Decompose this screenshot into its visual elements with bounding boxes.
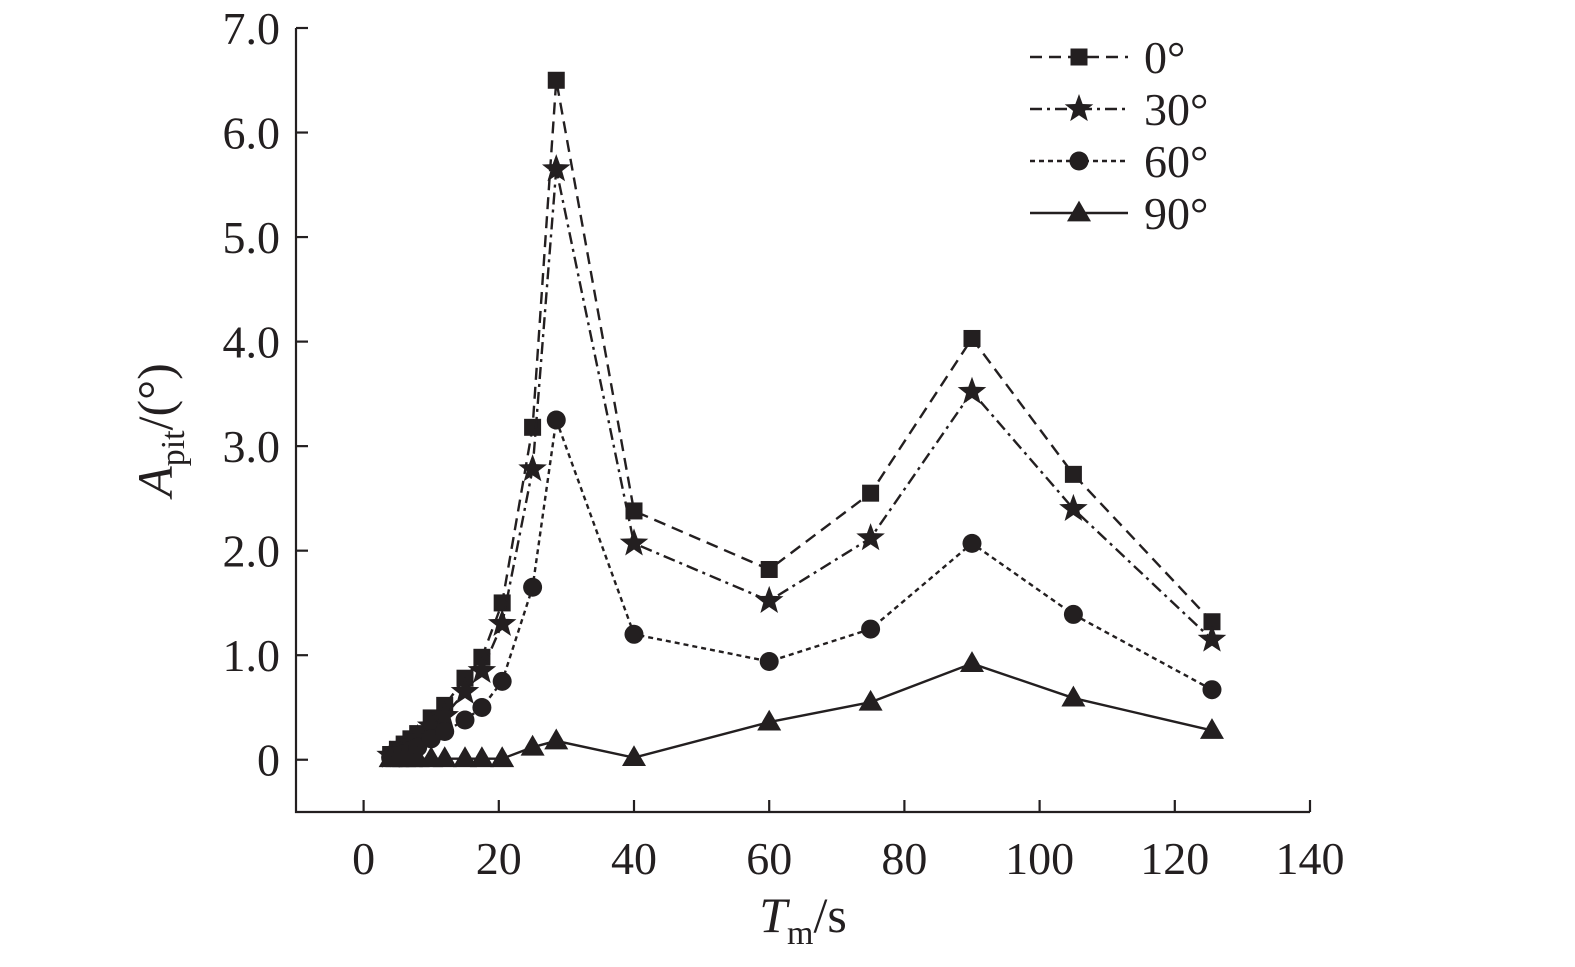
series-3-point-16 — [1061, 685, 1086, 707]
series-2 — [381, 410, 1222, 768]
series-1-point-7 — [450, 676, 480, 704]
y-tick-label-0: 0 — [257, 735, 280, 786]
series-0-point-11 — [547, 71, 565, 89]
axes — [294, 28, 1310, 814]
series-layer — [376, 71, 1227, 768]
legend-marker-0 — [1070, 48, 1088, 66]
y-axis-title-main: A — [127, 466, 183, 500]
series-2-point-11 — [546, 410, 566, 430]
series-line-3 — [390, 662, 1213, 760]
series-0 — [382, 71, 1221, 764]
series-2-point-17 — [1202, 680, 1222, 700]
series-1-point-4 — [403, 723, 432, 751]
x-axis-title: Tm/s — [759, 887, 847, 952]
y-tick-label-4: 4.0 — [223, 317, 281, 368]
legend-label-0: 0° — [1144, 32, 1185, 83]
series-3-point-8 — [469, 746, 494, 768]
legend-label-2: 60° — [1144, 136, 1208, 187]
legend-entry-1: 30° — [1030, 84, 1208, 135]
series-0-point-14 — [862, 484, 880, 502]
series-1-point-15 — [957, 376, 987, 404]
legend-entry-0: 0° — [1030, 32, 1185, 83]
x-tick-label-3: 60 — [746, 833, 792, 884]
series-1-point-16 — [1059, 493, 1088, 521]
series-1-point-10 — [518, 454, 547, 482]
series-1-point-6 — [430, 700, 459, 728]
series-0-point-16 — [1064, 465, 1082, 483]
series-1-point-8 — [467, 655, 497, 684]
series-3-point-10 — [520, 734, 545, 756]
legend-marker-3 — [1067, 200, 1091, 222]
legend: 0°30°60°90° — [1030, 32, 1208, 239]
series-0-point-13 — [760, 560, 778, 578]
series-1-point-9 — [487, 608, 517, 636]
series-1-point-17 — [1197, 624, 1227, 652]
legend-label-3: 90° — [1144, 188, 1208, 239]
series-1-point-13 — [754, 585, 784, 613]
series-1-point-12 — [619, 528, 649, 556]
series-2-point-6 — [435, 722, 455, 742]
series-2-point-8 — [472, 697, 492, 717]
x-tick-label-5: 100 — [1005, 833, 1074, 884]
series-2-point-13 — [759, 651, 779, 671]
legend-marker-1 — [1064, 94, 1094, 122]
y-tick-label-3: 3.0 — [223, 421, 281, 472]
series-3-point-15 — [960, 651, 984, 672]
y-tick-label-1: 1.0 — [223, 630, 281, 681]
legend-marker-2 — [1069, 151, 1089, 171]
series-3-point-6 — [432, 746, 457, 768]
series-2-point-15 — [962, 533, 982, 553]
x-tick-label-4: 80 — [881, 833, 927, 884]
y-tick-label-5: 5.0 — [223, 212, 281, 263]
axis-frame — [294, 28, 1310, 814]
series-2-point-16 — [1063, 604, 1083, 624]
x-axis-title-main: T — [759, 887, 790, 943]
y-axis-title-sub: pit — [155, 430, 192, 466]
series-2-point-12 — [624, 624, 644, 644]
y-tick-label-7: 7.0 — [223, 3, 281, 54]
y-tick-label-2: 2.0 — [223, 526, 281, 577]
series-3-point-17 — [1199, 718, 1224, 739]
series-line-0 — [389, 80, 1213, 756]
x-axis-title-sub: m — [787, 915, 813, 952]
legend-entry-2: 60° — [1030, 136, 1208, 187]
x-tick-label-7: 140 — [1276, 833, 1345, 884]
series-1-point-5 — [416, 711, 446, 739]
series-3-point-11 — [544, 728, 569, 750]
x-tick-label-6: 120 — [1140, 833, 1209, 884]
series-2-point-14 — [861, 619, 881, 639]
legend-label-1: 30° — [1144, 84, 1208, 135]
legend-entry-3: 90° — [1030, 188, 1208, 239]
series-0-point-12 — [625, 502, 643, 520]
y-axis-title: Apit/(°) — [127, 363, 192, 500]
series-2-point-10 — [523, 577, 543, 597]
series-line-1 — [390, 168, 1213, 757]
series-3-point-14 — [858, 689, 883, 711]
series-2-point-9 — [492, 671, 512, 691]
series-3-point-12 — [622, 745, 646, 767]
x-tick-label-1: 20 — [476, 833, 522, 884]
series-1-point-14 — [856, 523, 885, 551]
series-3-point-9 — [490, 746, 515, 768]
y-axis-title-rest: /(°) — [127, 363, 183, 430]
x-axis-title-rest: /s — [813, 887, 846, 943]
x-tick-label-2: 40 — [611, 833, 657, 884]
y-ticks: 0 1.0 2.0 3.0 4.0 5.0 6.0 7.0 — [223, 3, 308, 786]
series-3 — [378, 651, 1224, 768]
series-1-point-11 — [541, 154, 571, 182]
series-0-point-15 — [963, 329, 981, 347]
x-tick-label-0: 0 — [352, 833, 375, 884]
series-2-point-7 — [455, 710, 475, 730]
series-3-point-7 — [453, 746, 477, 768]
series-0-point-17 — [1203, 613, 1221, 631]
series-3-point-13 — [757, 709, 782, 731]
y-tick-label-6: 6.0 — [223, 108, 281, 159]
series-0-point-10 — [524, 418, 542, 436]
x-ticks: 0 20 40 60 80 100 120 140 — [352, 800, 1345, 884]
series-line-2 — [390, 419, 1213, 759]
